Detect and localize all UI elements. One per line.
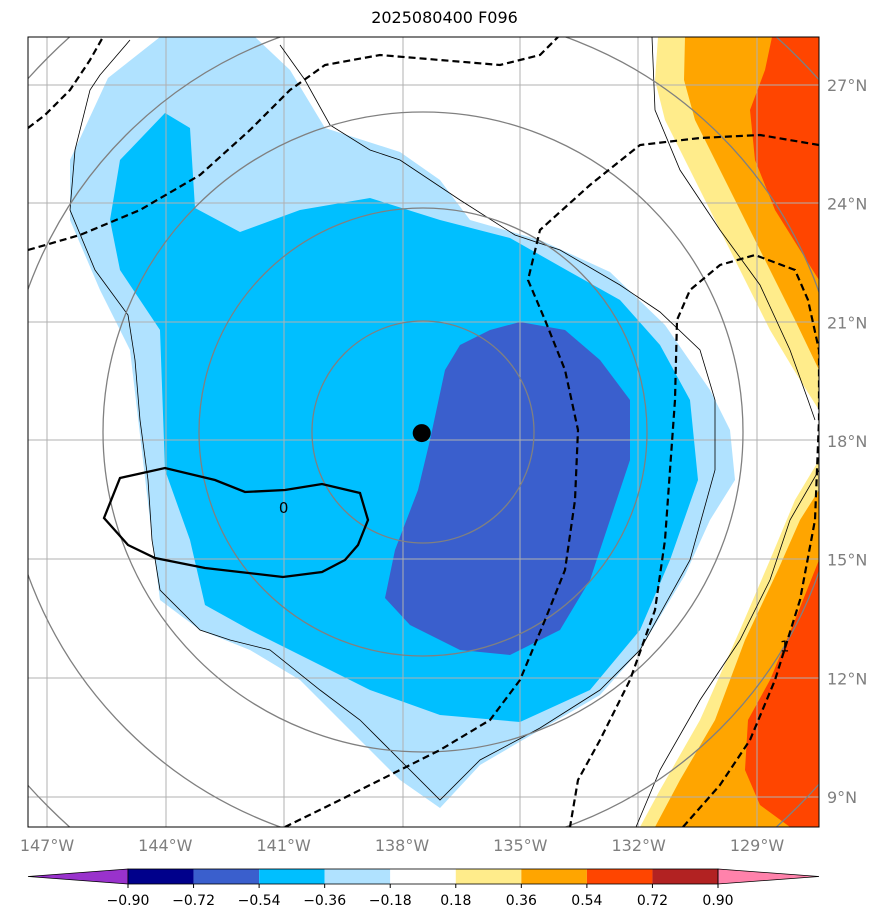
x-axis-ticks: 147°W 144°W 141°W 138°W 135°W 132°W 129°W	[20, 836, 785, 855]
zero-contour	[102, 466, 370, 579]
colorbar-label: 0.90	[702, 893, 733, 909]
contour-labels: 01	[279, 499, 789, 655]
colorbar-frame	[127, 868, 719, 885]
y-tick-label: 21°N	[827, 313, 867, 332]
x-tick-label: 147°W	[20, 836, 75, 855]
y-tick-label: 24°N	[827, 195, 867, 214]
y-tick-label: 27°N	[827, 76, 867, 95]
field-orange-red-south	[745, 560, 819, 827]
colorbar-label: −0.54	[238, 893, 281, 909]
map-frame	[27, 36, 820, 828]
x-tick-label: 141°W	[256, 836, 311, 855]
y-tick-label: 9°N	[827, 788, 857, 807]
y-tick-label: 15°N	[827, 551, 867, 570]
colorbar-swatch	[521, 869, 587, 884]
colorbar-label: −0.18	[369, 893, 412, 909]
colorbar-swatch	[324, 869, 391, 884]
x-tick-label: 129°W	[730, 836, 785, 855]
colorbar-label: −0.72	[172, 893, 215, 909]
colorbar-extend-high	[717, 868, 820, 885]
colorbar-label: 0.36	[506, 893, 537, 909]
colorbar-swatch	[259, 869, 325, 884]
x-tick-label: 138°W	[375, 836, 430, 855]
colorbar-swatch	[652, 869, 718, 884]
colorbar-label: 0.18	[440, 893, 471, 909]
x-tick-label: 135°W	[493, 836, 548, 855]
colorbar-extend-low	[27, 868, 129, 885]
colorbar-swatch	[128, 869, 194, 884]
contour-label: 1	[780, 638, 790, 656]
colorbar-swatch	[390, 869, 456, 884]
dashed-contours	[28, 37, 819, 827]
y-tick-label: 12°N	[827, 669, 867, 688]
contour-label: 0	[279, 499, 289, 517]
colorbar-swatch	[193, 869, 260, 884]
colorbar-label: −0.90	[107, 893, 150, 909]
colorbar: −0.90 −0.72 −0.54 −0.36 −0.18 0.18 0.36 0.54 0.7…	[27, 868, 820, 909]
colorbar-swatch	[455, 869, 522, 884]
x-tick-label: 132°W	[611, 836, 666, 855]
storm-center-marker	[412, 424, 431, 443]
colorbar-label: 0.54	[571, 893, 602, 909]
colorbar-label: −0.36	[303, 893, 346, 909]
y-tick-label: 18°N	[827, 432, 867, 451]
y-axis-ticks: 27°N 24°N 21°N 18°N 15°N 12°N 9°N	[827, 76, 867, 807]
gridlines	[28, 37, 819, 827]
field-royal-blue	[385, 322, 630, 655]
map-title: 2025080400 F096	[371, 8, 518, 27]
x-tick-label: 144°W	[138, 836, 193, 855]
field-orange-red	[750, 37, 819, 280]
thin-contours	[69, 37, 819, 827]
colorbar-swatch	[586, 869, 653, 884]
colorbar-label: 0.72	[637, 893, 668, 909]
